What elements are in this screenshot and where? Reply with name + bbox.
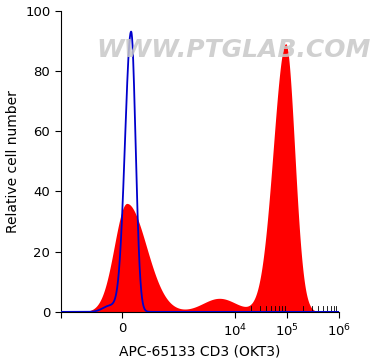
Text: WWW.PTGLAB.COM: WWW.PTGLAB.COM bbox=[96, 38, 371, 62]
Y-axis label: Relative cell number: Relative cell number bbox=[6, 90, 20, 233]
X-axis label: APC-65133 CD3 (OKT3): APC-65133 CD3 (OKT3) bbox=[119, 344, 280, 359]
